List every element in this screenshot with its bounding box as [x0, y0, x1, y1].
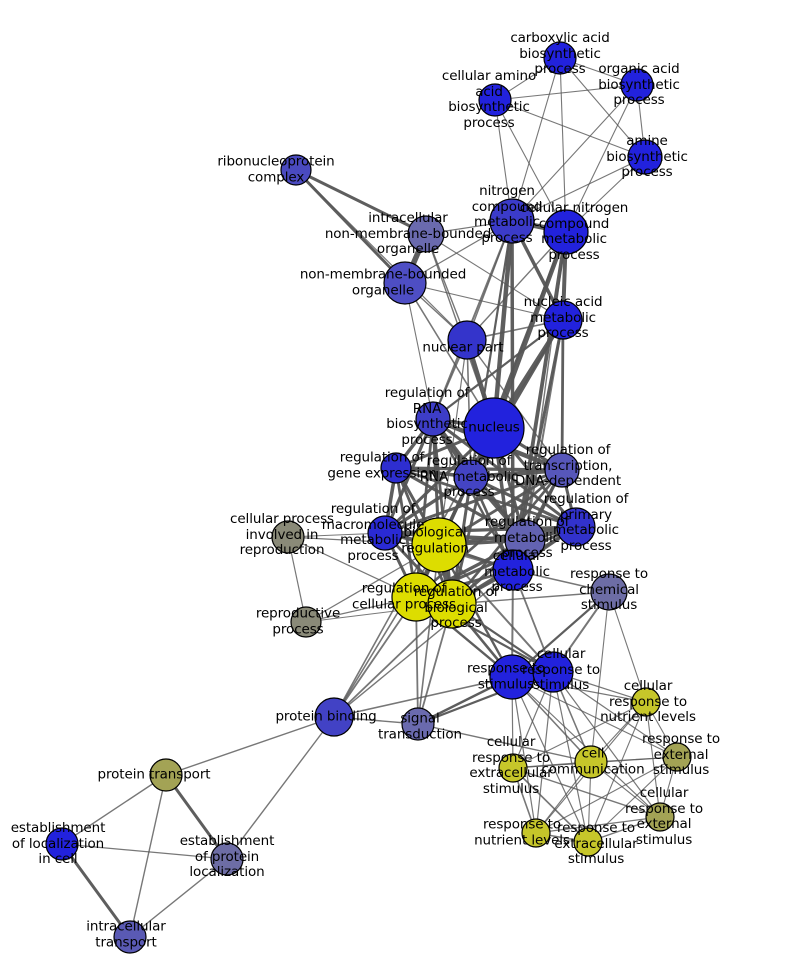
graph-node-signal-transduction[interactable] [401, 707, 435, 741]
graph-edge [587, 756, 678, 843]
graph-edge [431, 318, 565, 421]
graph-edge [466, 339, 472, 478]
graph-edge [61, 774, 167, 845]
graph-edge [511, 230, 568, 572]
graph-edge [559, 57, 646, 158]
graph-node-carboxylic-acid-biosynthetic-process[interactable] [543, 41, 577, 75]
edge-layer [60, 57, 678, 939]
graph-edge [129, 858, 228, 938]
graph-edge [394, 466, 578, 529]
graph-edge [333, 603, 453, 718]
graph-node-nuclear-part[interactable] [447, 320, 487, 360]
graph-edge [560, 318, 565, 472]
graph-node-regulation-of-rna-biosynthetic-process[interactable] [415, 401, 451, 437]
graph-node-amine-biosynthetic-process[interactable] [627, 139, 663, 175]
graph-edge [333, 676, 513, 718]
graph-edge [491, 218, 515, 431]
graph-node-cellular-amino-acid-biosynthetic-process[interactable] [478, 83, 512, 117]
graph-node-nitrogen-compound-metabolic-process[interactable] [489, 198, 535, 244]
graph-node-cellular-response-to-extracellular-stimulus[interactable] [498, 753, 528, 783]
graph-node-nucleus[interactable] [463, 397, 525, 459]
graph-edge [511, 676, 589, 843]
graph-node-cellular-process-involved-in-reproduction[interactable] [271, 520, 305, 554]
graph-node-cell-communication[interactable] [574, 745, 608, 779]
graph-edge [404, 282, 434, 420]
graph-edge [438, 544, 554, 673]
graph-node-nucleic-acid-metabolic-process[interactable] [543, 300, 583, 340]
graph-edge [294, 168, 428, 236]
graph-node-regulation-of-transcription-dna-dependent[interactable] [544, 452, 580, 488]
graph-node-biological-regulation[interactable] [411, 517, 467, 573]
graph-edge [333, 569, 514, 718]
graph-node-response-to-external-stimulus[interactable] [662, 742, 692, 772]
graph-edge [511, 676, 537, 834]
graph-edge [511, 57, 561, 222]
graph-edge [61, 843, 228, 860]
graph-node-intracellular-transport[interactable] [113, 920, 147, 954]
graph-node-non-membrane-bounded-organelle[interactable] [383, 261, 427, 305]
graph-edge [511, 84, 638, 222]
graph-edge [535, 816, 661, 834]
graph-node-response-to-nutrient-levels[interactable] [521, 818, 551, 848]
graph-node-regulation-of-primary-metabolic-process[interactable] [556, 507, 596, 547]
graph-edge [512, 767, 661, 818]
graph-node-cellular-nitrogen-compound-metabolic-process[interactable] [543, 209, 589, 255]
graph-edge [295, 169, 468, 341]
graph-node-ribonucleoprotein-complex[interactable] [280, 154, 312, 186]
graph-node-protein-transport[interactable] [149, 758, 183, 792]
graph-edge [451, 591, 610, 605]
graph-node-establishment-of-protein-localization[interactable] [210, 842, 244, 876]
graph-edge [494, 84, 638, 101]
graph-edge [587, 701, 647, 843]
graph-node-regulation-of-rna-metabolic-process[interactable] [453, 459, 489, 495]
graph-edge [417, 544, 440, 725]
graph-edge [404, 282, 564, 321]
graph-edge [512, 701, 647, 769]
graph-edge [590, 591, 610, 763]
graph-node-regulation-of-biological-process[interactable] [427, 579, 477, 629]
graph-node-reproductive-process[interactable] [290, 606, 322, 638]
graph-node-regulation-of-macromolecule-metabolic-process[interactable] [367, 515, 403, 551]
graph-edge [466, 231, 567, 341]
graph-node-cellular-response-to-external-stimulus[interactable] [645, 802, 675, 832]
graph-node-organic-acid-biosynthetic-process[interactable] [620, 68, 654, 102]
graph-edge [164, 773, 229, 861]
graph-edge [645, 701, 661, 818]
graph-node-response-to-extracellular-stimulus[interactable] [573, 827, 603, 857]
graph-edge [494, 99, 567, 233]
graph-edge [494, 99, 646, 158]
graph-node-cellular-metabolic-process[interactable] [492, 549, 534, 591]
graph-edge [608, 591, 647, 703]
graph-node-cellular-response-to-stimulus[interactable] [532, 651, 574, 693]
graph-edge [559, 57, 567, 233]
graph-edge [552, 671, 678, 758]
graph-edge [565, 84, 638, 233]
graph-edge [512, 767, 589, 843]
graph-edge [511, 156, 646, 222]
node-layer [45, 41, 692, 954]
graph-edge [60, 842, 132, 939]
graph-edge [226, 716, 335, 860]
graph-node-cellular-response-to-nutrient-levels[interactable] [631, 687, 661, 717]
graph-node-response-to-stimulus[interactable] [489, 654, 535, 700]
graph-edge [383, 468, 564, 535]
graph-edge [165, 716, 335, 776]
graph-edge [524, 319, 564, 541]
graph-node-protein-binding[interactable] [314, 697, 354, 737]
graph-edge [425, 233, 564, 321]
graph-node-establishment-of-localization-in-cell[interactable] [45, 827, 79, 861]
graph-edge [511, 676, 678, 758]
graph-node-response-to-chemical-stimulus[interactable] [590, 573, 628, 611]
graph-edge [535, 756, 678, 834]
graph-node-intracellular-non-membrane-bounded-organelle[interactable] [407, 215, 445, 253]
graph-node-regulation-of-gene-expression[interactable] [380, 452, 412, 484]
graph-edge [417, 723, 592, 763]
graph-edge [129, 774, 167, 938]
